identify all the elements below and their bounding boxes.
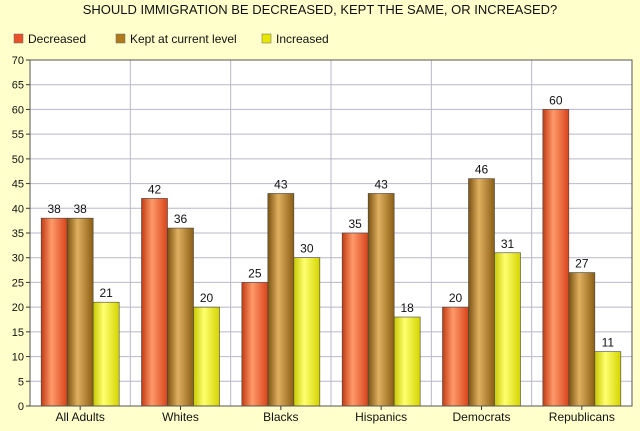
- data-label-0-0: 38: [47, 202, 61, 216]
- x-tick-label-2: Blacks: [263, 410, 298, 424]
- legend-swatch-1: [115, 33, 126, 44]
- y-tick-label: 10: [12, 352, 24, 364]
- legend-label-2: Increased: [276, 32, 329, 46]
- data-label-2-0: 25: [248, 266, 262, 280]
- data-label-1-2: 20: [200, 291, 214, 305]
- bar-3-2: [393, 316, 421, 407]
- y-tick-label: 25: [12, 277, 24, 289]
- y-tick-label: 45: [12, 179, 24, 191]
- bar-0-2: [92, 301, 120, 407]
- data-label-5-2: 11: [602, 336, 615, 350]
- y-tick-label: 15: [12, 327, 24, 339]
- data-label-3-2: 18: [400, 301, 414, 315]
- x-tick-label-4: Democrats: [452, 410, 510, 424]
- bar-0-0: [40, 217, 68, 407]
- bar-1-2: [193, 306, 220, 407]
- x-tick-label-0: All Adults: [55, 410, 104, 424]
- data-label-1-1: 36: [174, 212, 188, 226]
- y-tick-label: 40: [12, 203, 24, 215]
- bar-0-1: [66, 217, 94, 407]
- x-tick-label-1: Whites: [162, 410, 199, 424]
- data-label-4-1: 46: [475, 163, 489, 177]
- bar-5-0: [542, 109, 570, 407]
- bar-2-1: [267, 193, 295, 407]
- bar-2-2: [293, 257, 321, 407]
- y-tick-label: 55: [12, 129, 24, 141]
- data-label-3-0: 35: [348, 217, 362, 231]
- bar-4-0: [442, 306, 469, 407]
- y-tick-label: 5: [18, 376, 24, 388]
- data-label-5-0: 60: [549, 93, 563, 107]
- x-tick-label-5: Republicans: [549, 410, 615, 424]
- data-label-2-2: 30: [300, 242, 314, 256]
- data-label-2-1: 43: [274, 177, 288, 191]
- data-labels: 38 38 21 42 36 20 25 43 30 35 43 18 20 46 31 60 27 11: [47, 93, 614, 349]
- grid: [30, 60, 632, 406]
- y-tick-label: 0: [18, 401, 24, 413]
- bars: [40, 109, 622, 407]
- bar-2-0: [241, 282, 269, 407]
- data-label-5-1: 27: [575, 257, 589, 271]
- plot-border: [29, 59, 633, 407]
- data-label-1-0: 42: [148, 182, 162, 196]
- legend: Decreased Kept at current level Increased: [13, 32, 329, 46]
- y-tick-label: 20: [12, 302, 24, 314]
- data-label-0-2: 21: [99, 286, 113, 300]
- y-tick-label: 60: [12, 104, 24, 116]
- y-tick-label: 50: [12, 154, 24, 166]
- bar-3-0: [341, 232, 369, 407]
- bar-1-1: [167, 227, 194, 407]
- chart-title: SHOULD IMMIGRATION BE DECREASED, KEPT TH…: [83, 2, 558, 17]
- bar-5-2: [594, 351, 622, 407]
- x-axis: All Adults Whites Blacks Hispanics Democrats…: [55, 406, 615, 424]
- y-tick-label: 30: [12, 253, 24, 265]
- legend-label-1: Kept at current level: [130, 32, 237, 46]
- bar-4-1: [468, 178, 495, 407]
- data-label-3-1: 43: [374, 177, 388, 191]
- y-tick-label: 70: [12, 55, 24, 67]
- y-tick-label: 65: [12, 80, 24, 92]
- data-label-4-2: 31: [501, 237, 515, 251]
- bar-1-0: [141, 198, 168, 407]
- bar-3-1: [367, 193, 395, 407]
- legend-swatch-0: [13, 33, 24, 44]
- data-label-4-0: 20: [449, 291, 463, 305]
- y-axis: 0 5 10 15 20 25 30 35 40 45 50 55 60 65 70: [12, 55, 30, 413]
- bar-5-1: [568, 272, 596, 407]
- x-tick-label-3: Hispanics: [355, 410, 407, 424]
- legend-swatch-2: [261, 33, 272, 44]
- legend-label-0: Decreased: [28, 32, 86, 46]
- data-label-0-1: 38: [73, 202, 87, 216]
- bar-4-2: [494, 252, 521, 407]
- y-tick-label: 35: [12, 228, 24, 240]
